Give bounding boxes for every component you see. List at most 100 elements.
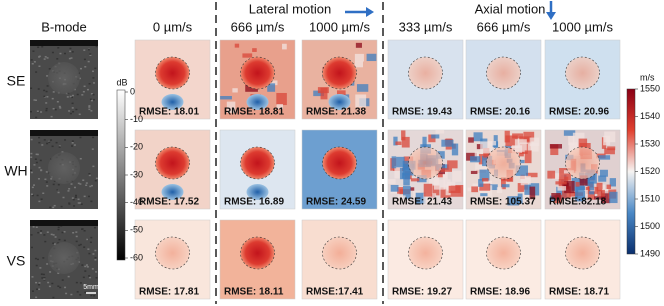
speckle bbox=[90, 184, 93, 187]
artifact bbox=[556, 186, 567, 199]
speckle bbox=[56, 189, 59, 191]
artifact bbox=[511, 145, 523, 153]
speckle bbox=[56, 100, 59, 103]
speckle bbox=[71, 140, 74, 142]
speckle bbox=[56, 58, 59, 60]
bmode-tick-label: -40 bbox=[130, 197, 143, 207]
speckle bbox=[54, 108, 57, 111]
inclusion bbox=[486, 57, 521, 89]
artifact bbox=[403, 163, 414, 176]
rmse-label: RMSE: 17.52 bbox=[139, 197, 199, 208]
artifact bbox=[588, 191, 595, 195]
speckle bbox=[48, 285, 51, 288]
speckle bbox=[33, 61, 36, 63]
speckle bbox=[46, 185, 49, 187]
speckle bbox=[79, 202, 82, 204]
speckle bbox=[39, 232, 42, 234]
artifact bbox=[496, 187, 503, 194]
inclusion-outline bbox=[322, 56, 357, 90]
sos-tick-label: 1540 bbox=[640, 111, 660, 121]
speckle bbox=[71, 94, 74, 97]
row-label: WH bbox=[4, 163, 27, 179]
speckle bbox=[79, 136, 82, 139]
speckle bbox=[85, 182, 88, 184]
speckle bbox=[31, 63, 34, 65]
bmode-inclusion bbox=[48, 242, 80, 274]
speckle bbox=[92, 136, 95, 139]
artifact bbox=[470, 170, 478, 175]
artifact bbox=[596, 182, 603, 192]
artifact bbox=[520, 175, 531, 186]
artifact bbox=[451, 143, 459, 156]
inclusion-outline bbox=[240, 56, 275, 90]
speckle bbox=[84, 66, 87, 68]
speckle bbox=[58, 238, 61, 241]
artifact bbox=[366, 53, 377, 62]
speckle bbox=[38, 200, 41, 203]
speckle bbox=[41, 277, 44, 279]
rmse-label: RMSE: 105.37 bbox=[470, 197, 536, 208]
sos-tick-label: 1510 bbox=[640, 193, 660, 203]
artifact bbox=[422, 136, 427, 148]
speckle bbox=[90, 99, 93, 102]
speckle bbox=[61, 231, 64, 234]
artifact bbox=[432, 185, 440, 196]
artifact bbox=[512, 133, 524, 139]
speckle bbox=[76, 93, 79, 96]
speckle bbox=[75, 108, 78, 111]
artifact bbox=[603, 135, 611, 146]
artifact bbox=[505, 135, 518, 147]
bmode-colorbar bbox=[116, 89, 126, 261]
artifact bbox=[354, 61, 364, 68]
speckle bbox=[57, 226, 60, 229]
speckle bbox=[35, 161, 38, 164]
speckle bbox=[70, 293, 73, 296]
speckle bbox=[79, 282, 82, 284]
speckle bbox=[36, 110, 39, 112]
speckle bbox=[95, 271, 98, 273]
artifact bbox=[598, 175, 607, 182]
artifact bbox=[568, 135, 575, 146]
speckle bbox=[80, 203, 83, 205]
artifact bbox=[480, 141, 493, 154]
speckle bbox=[68, 203, 71, 205]
speckle bbox=[64, 286, 67, 289]
speckle bbox=[75, 240, 78, 243]
speckle bbox=[87, 248, 90, 250]
speckle bbox=[71, 145, 74, 147]
rmse-label: RMSE: 16.89 bbox=[224, 197, 284, 208]
speckle bbox=[82, 90, 85, 93]
speckle bbox=[78, 113, 81, 116]
artifact bbox=[388, 179, 396, 184]
speckle bbox=[32, 226, 35, 228]
speckle bbox=[44, 240, 47, 243]
speckle bbox=[47, 281, 50, 284]
artifact bbox=[436, 173, 443, 178]
artifact bbox=[482, 178, 489, 182]
speckle bbox=[31, 290, 34, 292]
artifact bbox=[410, 187, 415, 191]
speckle bbox=[75, 281, 78, 284]
artifact bbox=[517, 193, 523, 204]
speckle bbox=[35, 71, 38, 73]
artifact bbox=[600, 169, 608, 177]
artifact bbox=[519, 159, 525, 164]
artifact bbox=[468, 137, 474, 143]
speckle bbox=[39, 159, 42, 162]
artifact bbox=[276, 92, 287, 106]
speckle bbox=[71, 197, 74, 199]
axial-arrow-head bbox=[546, 12, 556, 20]
speckle bbox=[94, 256, 97, 259]
artifact bbox=[410, 178, 420, 182]
artifact bbox=[551, 193, 561, 200]
bmode-tick-label: -50 bbox=[130, 225, 143, 235]
speckle bbox=[32, 50, 35, 52]
artifact bbox=[242, 53, 253, 58]
rmse-label: RMSE:17.41 bbox=[306, 287, 364, 298]
artifact bbox=[470, 156, 481, 163]
speckle bbox=[52, 234, 55, 236]
artifact bbox=[547, 170, 556, 179]
speckle bbox=[52, 91, 55, 93]
speckle bbox=[37, 88, 40, 90]
artifact bbox=[604, 148, 615, 155]
